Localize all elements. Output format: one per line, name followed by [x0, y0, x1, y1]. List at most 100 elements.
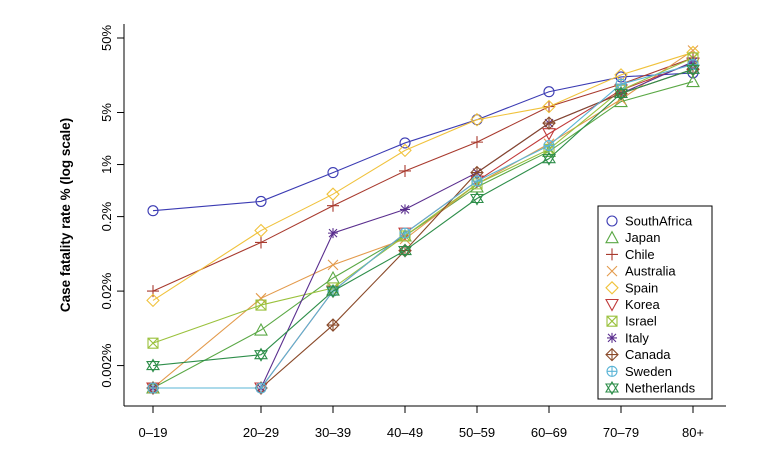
data-point [327, 199, 339, 212]
y-tick-label: 50% [99, 25, 114, 51]
series-line [152, 57, 694, 292]
x-tick-label: 20–29 [243, 425, 279, 440]
legend-label: Israel [625, 314, 657, 329]
legend-marker [606, 265, 618, 277]
series-line [152, 57, 694, 344]
y-tick-label: 5% [99, 103, 114, 122]
data-point [254, 322, 268, 336]
legend-label: Canada [625, 347, 671, 362]
legend-label: Netherlands [625, 381, 696, 396]
data-point [686, 74, 700, 88]
y-tick-label: 1% [99, 155, 114, 174]
data-point [471, 114, 483, 126]
data-point [146, 293, 160, 308]
data-point [614, 86, 628, 101]
data-point [470, 191, 484, 206]
legend-item: Japan [605, 230, 660, 245]
x-tick-label: 30–39 [315, 425, 351, 440]
data-point [328, 228, 338, 239]
data-point [542, 99, 556, 114]
legend-item: Italy [607, 330, 649, 345]
legend-item: Chile [606, 247, 655, 262]
data-point [326, 187, 340, 201]
series-layer [146, 45, 700, 396]
plot-frame [123, 24, 726, 407]
legend-item: Australia [606, 264, 676, 279]
legend-label: Chile [625, 247, 655, 262]
data-point [542, 151, 556, 166]
data-point [398, 243, 412, 258]
x-tick-label: 60–69 [531, 425, 567, 440]
data-point [327, 167, 339, 179]
data-point [255, 195, 267, 207]
legend-marker [606, 215, 618, 227]
legend-item: Korea [605, 297, 660, 312]
data-point [255, 236, 267, 249]
data-point [147, 382, 159, 394]
data-point [326, 284, 340, 299]
data-point [254, 347, 268, 362]
legend-item: Netherlands [605, 380, 696, 396]
legend-marker [605, 380, 619, 396]
legend-label: Japan [625, 230, 660, 245]
data-point [147, 337, 159, 349]
data-point [255, 299, 267, 311]
legend-item: SouthAfrica [606, 214, 693, 229]
legend-marker [607, 332, 617, 343]
series-line [153, 64, 694, 389]
data-point [399, 227, 411, 239]
legend-box [597, 205, 713, 400]
data-point [147, 205, 159, 217]
legend-label: Sweden [625, 364, 672, 379]
legend-item: Israel [606, 314, 657, 329]
data-point [399, 137, 411, 149]
data-point [471, 136, 483, 149]
data-point [147, 285, 159, 298]
x-tick-label: 80+ [682, 425, 704, 440]
y-tick-label: 0.002% [99, 343, 114, 388]
y-tick-label: 0.2% [99, 201, 114, 231]
data-point [687, 59, 699, 71]
data-point [326, 318, 340, 332]
series-sweden [147, 59, 699, 394]
legend-label: Italy [625, 330, 649, 345]
data-point [254, 223, 268, 238]
x-axis-ticks: 0–19 20–29 30–39 40–49 50–59 60–69 70–79 80+ [139, 406, 704, 440]
data-point [399, 164, 411, 177]
data-point [255, 382, 267, 394]
y-axis-ticks: 50% 5% 1% 0.2% 0.02% 0.002% [99, 25, 124, 388]
legend-marker [605, 298, 619, 312]
data-point [543, 86, 555, 98]
legend-label: Korea [625, 297, 660, 312]
series-netherlands [146, 62, 700, 373]
x-tick-label: 0–19 [139, 425, 168, 440]
legend-item: Sweden [606, 364, 672, 379]
series-line [153, 68, 694, 389]
legend-label: Australia [625, 264, 676, 279]
data-point [400, 204, 410, 215]
legend-marker [606, 315, 618, 327]
y-tick-label: 0.02% [99, 272, 114, 309]
legend-marker [605, 281, 619, 295]
y-axis-label: Case fatality rate % (log scale) [58, 118, 73, 312]
data-point [543, 139, 555, 152]
legend-label: SouthAfrica [625, 214, 693, 229]
data-point [327, 259, 339, 271]
data-point [686, 62, 700, 77]
legend-marker [605, 347, 619, 362]
x-tick-label: 40–49 [387, 425, 423, 440]
series-line [152, 72, 694, 212]
legend-marker [605, 230, 619, 244]
legend-marker [606, 248, 618, 261]
legend-label: Spain [625, 280, 658, 295]
data-point [470, 112, 484, 127]
legend-item: Canada [605, 347, 671, 362]
data-point [471, 175, 483, 187]
legend-item: Spain [605, 280, 658, 295]
data-point [542, 116, 556, 130]
legend-marker [606, 365, 618, 377]
series-line [152, 51, 694, 301]
data-point [398, 143, 412, 158]
